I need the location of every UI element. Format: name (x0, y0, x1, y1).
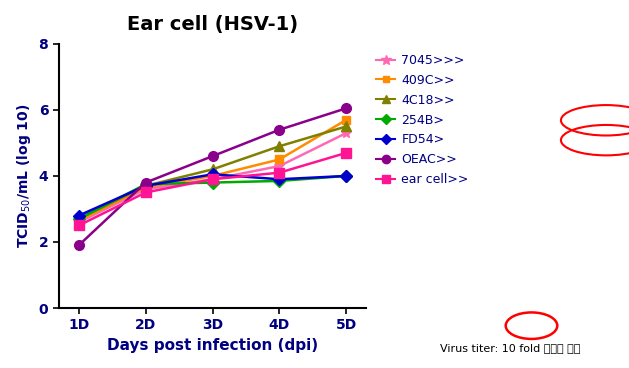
Line: 409C>>: 409C>> (75, 116, 350, 225)
7045>>> (276, 164, 283, 168)
Y-axis label: TCID$_{50}$/mL (log 10): TCID$_{50}$/mL (log 10) (15, 104, 33, 248)
409C>> (142, 185, 150, 190)
OEAC>> (209, 154, 216, 158)
ear cell>> (343, 151, 350, 155)
4C18>> (142, 184, 150, 188)
7045>>> (142, 187, 150, 191)
Line: 254B>: 254B> (75, 172, 350, 223)
ear cell>> (75, 223, 82, 228)
4C18>> (276, 144, 283, 148)
Line: ear cell>>: ear cell>> (74, 148, 351, 230)
409C>> (343, 118, 350, 122)
OEAC>> (343, 106, 350, 110)
FD54> (75, 213, 82, 218)
4C18>> (343, 124, 350, 129)
409C>> (75, 218, 82, 223)
X-axis label: Days post infection (dpi): Days post infection (dpi) (107, 338, 318, 353)
FD54> (343, 174, 350, 178)
Line: 4C18>>: 4C18>> (74, 121, 351, 224)
7045>>> (209, 177, 216, 181)
Legend: 7045>>>, 409C>>, 4C18>>, 254B>, FD54>, OEAC>>, ear cell>>: 7045>>>, 409C>>, 4C18>>, 254B>, FD54>, O… (372, 50, 472, 190)
254B> (276, 179, 283, 183)
254B> (142, 182, 150, 187)
7045>>> (75, 220, 82, 224)
254B> (75, 217, 82, 221)
254B> (343, 174, 350, 178)
Line: 7045>>>: 7045>>> (73, 127, 352, 228)
Title: Ear cell (HSV-1): Ear cell (HSV-1) (127, 15, 298, 34)
FD54> (276, 177, 283, 181)
409C>> (209, 174, 216, 178)
Line: FD54>: FD54> (75, 170, 350, 220)
OEAC>> (142, 180, 150, 185)
4C18>> (75, 217, 82, 221)
7045>>> (343, 131, 350, 135)
Line: OEAC>>: OEAC>> (74, 103, 351, 250)
OEAC>> (75, 243, 82, 248)
254B> (209, 180, 216, 185)
4C18>> (209, 167, 216, 171)
ear cell>> (142, 190, 150, 195)
OEAC>> (276, 128, 283, 132)
FD54> (142, 184, 150, 188)
Text: Virus titer: 10 fold 이하로 저하: Virus titer: 10 fold 이하로 저하 (440, 343, 581, 353)
409C>> (276, 157, 283, 162)
FD54> (209, 172, 216, 177)
ear cell>> (209, 177, 216, 181)
ear cell>> (276, 170, 283, 175)
